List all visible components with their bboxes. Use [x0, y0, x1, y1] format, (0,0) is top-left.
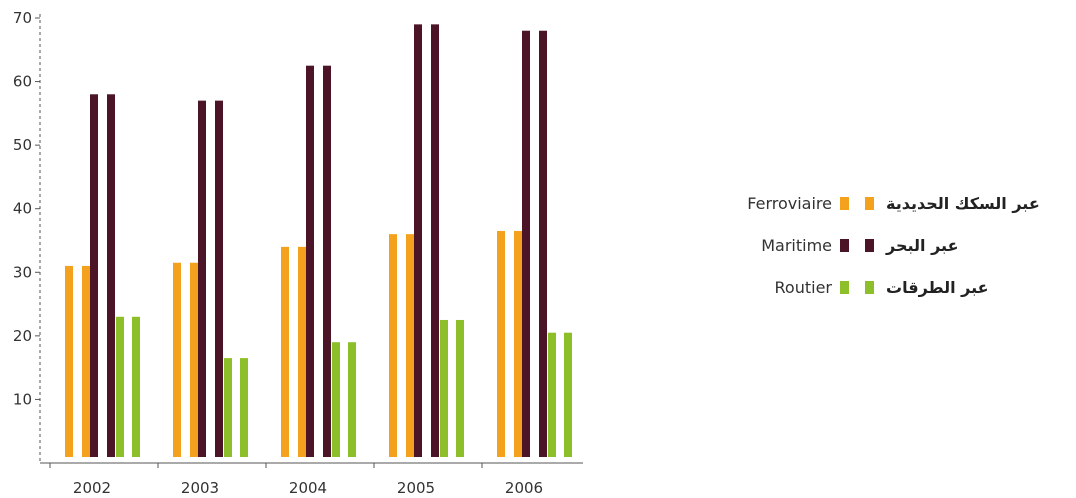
- y-tick-label: 60: [13, 73, 32, 91]
- legend-swatch-routier-2: [865, 280, 874, 294]
- bar-maritime-2006-a: [522, 30, 530, 457]
- y-tick-labels: 10 20 30 40 50 60 70: [13, 9, 40, 408]
- y-tick-label: 70: [13, 9, 32, 27]
- bar-routier-2003-b: [240, 358, 248, 457]
- legend-swatch-maritime-2: [865, 238, 874, 252]
- legend-item-maritime: Maritime عبر البحر: [720, 234, 1070, 256]
- y-tick-label: 40: [13, 200, 32, 218]
- x-tick-label-2003: 2003: [181, 479, 219, 497]
- bar-ferroviaire-2004-a: [281, 246, 289, 457]
- y-tick-label: 20: [13, 327, 32, 345]
- legend-swatch-ferroviaire-2: [865, 196, 874, 210]
- bar-maritime-2006-b: [539, 30, 547, 457]
- bars: [65, 24, 572, 458]
- legend-item-routier: Routier عبر الطرقات: [720, 276, 1070, 298]
- y-tick-label: 30: [13, 263, 32, 281]
- legend-label-maritime-ar: عبر البحر: [886, 235, 959, 255]
- bar-maritime-2003-a: [198, 100, 206, 458]
- legend-swatch-maritime: [840, 238, 849, 252]
- bar-routier-2005-b: [456, 319, 464, 457]
- bar-ferroviaire-2004-b: [298, 246, 306, 457]
- bar-maritime-2005-a: [414, 24, 422, 457]
- bar-ferroviaire-2005-b: [406, 234, 414, 457]
- bar-ferroviaire-2002-a: [65, 265, 73, 457]
- x-tick-labels: 2002 2003 2004 2005 2006: [49, 463, 543, 497]
- bar-maritime-2003-b: [215, 100, 223, 458]
- legend-swatch-routier: [840, 280, 849, 294]
- legend-item-ferroviaire: Ferroviaire عبر السكك الحديدية: [720, 192, 1070, 214]
- bar-maritime-2002-a: [90, 94, 98, 458]
- bar-ferroviaire-2003-b: [190, 262, 198, 457]
- axes: [39, 14, 583, 464]
- bar-maritime-2004-b: [323, 65, 331, 457]
- legend: Ferroviaire عبر السكك الحديدية Maritime …: [720, 192, 1070, 318]
- bar-routier-2002-a: [116, 316, 124, 457]
- legend-label-routier-ar: عبر الطرقات: [886, 277, 989, 297]
- bar-ferroviaire-2003-a: [173, 262, 181, 457]
- bar-ferroviaire-2002-b: [82, 265, 90, 457]
- bar-maritime-2004-a: [306, 65, 314, 457]
- y-tick-label: 50: [13, 136, 32, 154]
- bar-maritime-2005-b: [431, 24, 439, 457]
- bar-ferroviaire-2005-a: [389, 234, 397, 457]
- bar-ferroviaire-2006-a: [497, 230, 505, 457]
- bar-maritime-2002-b: [107, 94, 115, 458]
- bar-routier-2003-a: [224, 358, 232, 457]
- bar-ferroviaire-2006-b: [514, 230, 522, 457]
- bar-routier-2004-a: [332, 342, 340, 457]
- y-tick-label: 10: [13, 390, 32, 408]
- legend-label-ferroviaire: Ferroviaire: [747, 193, 832, 213]
- x-tick-label-2004: 2004: [289, 479, 327, 497]
- bar-routier-2004-b: [348, 342, 356, 457]
- legend-label-maritime: Maritime: [761, 235, 832, 255]
- x-tick-label-2006: 2006: [505, 479, 543, 497]
- x-tick-label-2002: 2002: [73, 479, 111, 497]
- legend-swatch-ferroviaire: [840, 196, 849, 210]
- legend-label-routier: Routier: [774, 277, 832, 297]
- legend-label-ferroviaire-ar: عبر السكك الحديدية: [886, 193, 1040, 213]
- bar-chart: 10 20 30 40 50 60 70 2002 2003 2004 2005 2006: [13, 9, 583, 497]
- bar-routier-2005-a: [440, 319, 448, 457]
- bar-routier-2006-a: [548, 332, 556, 457]
- bar-routier-2006-b: [564, 332, 572, 457]
- bar-routier-2002-b: [132, 316, 140, 457]
- x-tick-label-2005: 2005: [397, 479, 435, 497]
